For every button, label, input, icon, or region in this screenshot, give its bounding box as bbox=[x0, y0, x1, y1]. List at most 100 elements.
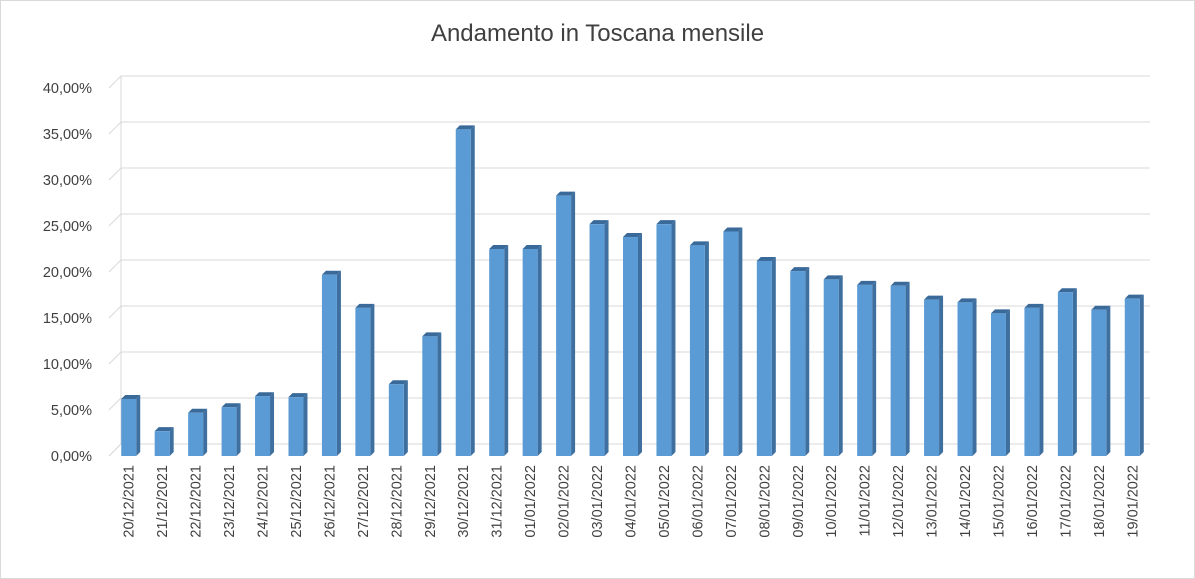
bar bbox=[589, 220, 609, 456]
bar-front bbox=[455, 129, 471, 456]
bar bbox=[355, 303, 375, 456]
y-tick-label: 0,00% bbox=[51, 449, 92, 465]
bar-top bbox=[924, 295, 944, 300]
bars bbox=[121, 125, 1144, 457]
bar-top bbox=[589, 220, 609, 225]
bar-front bbox=[121, 398, 137, 456]
bar-front bbox=[1091, 309, 1107, 456]
bar-top bbox=[255, 392, 275, 397]
bar-side bbox=[470, 125, 475, 457]
bar-front bbox=[188, 412, 204, 456]
gridline bbox=[108, 121, 1150, 135]
bar-front bbox=[890, 285, 906, 456]
bar-front bbox=[422, 336, 438, 456]
bar-side bbox=[972, 298, 977, 456]
y-tick-label: 5,00% bbox=[51, 403, 92, 419]
bar-top bbox=[321, 270, 341, 275]
bar-front bbox=[990, 313, 1006, 456]
chart-title: Andamento in Toscana mensile bbox=[430, 20, 765, 47]
x-tick-label: 11/01/2022 bbox=[858, 465, 874, 537]
bar-front bbox=[589, 224, 605, 456]
y-tick-label: 10,00% bbox=[43, 357, 92, 373]
bar-top bbox=[121, 394, 141, 399]
bar-top bbox=[957, 298, 977, 303]
x-tick-label: 02/01/2022 bbox=[557, 465, 573, 538]
bar-front bbox=[388, 384, 404, 456]
bar bbox=[790, 267, 810, 456]
bar-front bbox=[723, 231, 739, 456]
x-tick-label: 22/12/2021 bbox=[189, 465, 205, 538]
bar-top bbox=[723, 227, 743, 232]
bar bbox=[823, 275, 843, 456]
bar bbox=[288, 393, 308, 456]
x-tick-label: 15/01/2022 bbox=[991, 465, 1007, 538]
bar-top bbox=[890, 281, 910, 286]
bar-top bbox=[656, 220, 676, 225]
x-tick-label: 23/12/2021 bbox=[222, 465, 238, 538]
bar bbox=[890, 281, 910, 456]
bar bbox=[455, 125, 475, 457]
x-tick-label: 16/01/2022 bbox=[1025, 465, 1041, 538]
bar-top bbox=[489, 245, 509, 249]
bar-top bbox=[154, 427, 174, 432]
bar-side bbox=[336, 270, 341, 456]
bar-side bbox=[671, 220, 676, 456]
bar bbox=[723, 227, 743, 456]
bar-top bbox=[1091, 305, 1111, 310]
bar-side bbox=[303, 393, 308, 456]
bar bbox=[522, 245, 542, 456]
bar bbox=[154, 427, 174, 456]
y-tick-label: 40,00% bbox=[43, 81, 92, 97]
bar-top bbox=[756, 256, 776, 261]
bar-front bbox=[689, 245, 705, 456]
bar-front bbox=[1057, 292, 1073, 456]
bar-top bbox=[623, 233, 642, 238]
bar-front bbox=[522, 249, 538, 456]
x-tick-label: 01/01/2022 bbox=[523, 465, 539, 538]
bar-top bbox=[556, 191, 576, 196]
x-tick-label: 27/12/2021 bbox=[356, 465, 372, 538]
x-tick-label: 13/01/2022 bbox=[925, 465, 941, 538]
bar-top bbox=[689, 241, 709, 246]
bar bbox=[756, 256, 776, 456]
bar-front bbox=[321, 274, 337, 456]
bar-side bbox=[771, 256, 776, 456]
bar bbox=[489, 245, 509, 456]
y-tick-label: 20,00% bbox=[43, 265, 92, 281]
x-tick-label: 14/01/2022 bbox=[958, 465, 974, 538]
x-tick-label: 30/12/2021 bbox=[456, 465, 472, 538]
bar-front bbox=[255, 396, 271, 456]
gridline bbox=[108, 167, 1150, 181]
x-tick-label: 20/12/2021 bbox=[122, 465, 138, 538]
x-tick-label: 28/12/2021 bbox=[389, 465, 405, 538]
bar bbox=[388, 380, 408, 456]
bar bbox=[857, 280, 877, 456]
bar-side bbox=[1139, 294, 1144, 456]
x-tick-label: 08/01/2022 bbox=[757, 465, 773, 538]
bar-front bbox=[556, 195, 572, 456]
bar bbox=[188, 408, 208, 456]
bar-top bbox=[455, 125, 475, 130]
bar-front bbox=[656, 224, 672, 456]
x-tick-label: 10/01/2022 bbox=[824, 465, 840, 538]
bar-top bbox=[1124, 294, 1144, 299]
bar-top bbox=[522, 245, 542, 249]
x-axis-tick-labels: 20/12/2021 21/12/2021 22/12/2021 23/12/2021… bbox=[122, 465, 1142, 538]
bar-top bbox=[221, 403, 241, 408]
x-tick-label: 12/01/2022 bbox=[891, 465, 907, 538]
bar-front bbox=[756, 260, 772, 456]
bar-side bbox=[905, 281, 910, 456]
bar bbox=[1124, 294, 1144, 456]
bar bbox=[422, 332, 442, 456]
bar-top bbox=[823, 275, 843, 280]
bar-side bbox=[939, 295, 944, 456]
bar-top bbox=[422, 332, 442, 337]
x-tick-label: 25/12/2021 bbox=[289, 465, 305, 538]
x-tick-label: 31/12/2021 bbox=[490, 465, 506, 538]
bar-side bbox=[403, 380, 408, 456]
bar bbox=[1024, 303, 1044, 456]
bar-top bbox=[857, 280, 877, 285]
bar-side bbox=[604, 220, 609, 456]
y-axis-tick-labels: 0,00% 5,00% 10,00% 15,00% 20,00% 25,00% 30,00%… bbox=[43, 81, 92, 465]
